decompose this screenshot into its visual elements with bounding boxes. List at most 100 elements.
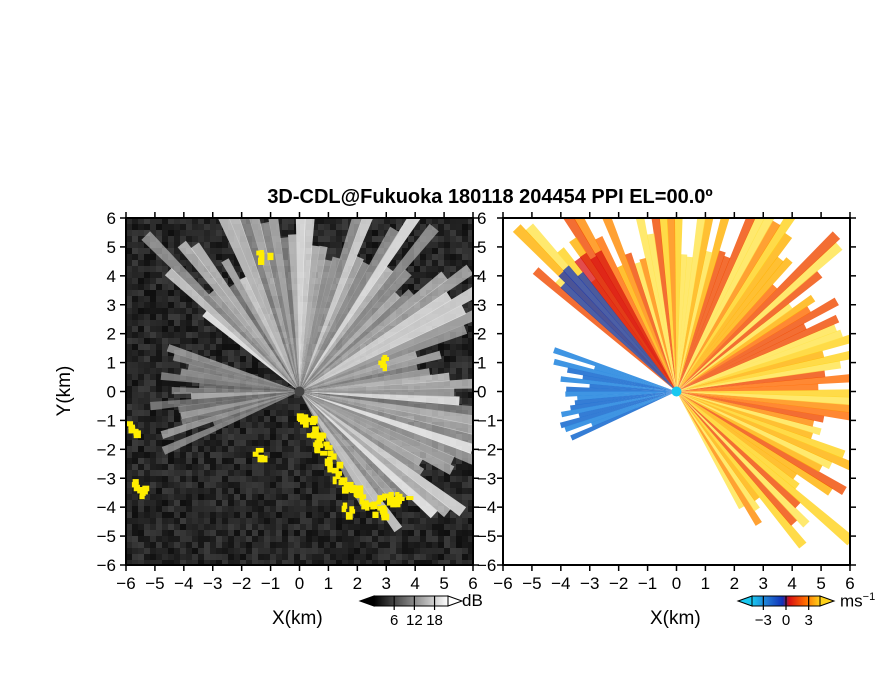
noise-cell [150, 368, 156, 374]
noise-cell [294, 434, 300, 440]
hard-target-pixel [378, 360, 386, 366]
noise-cell [312, 506, 318, 512]
noise-cell [138, 506, 144, 512]
noise-cell [384, 530, 390, 536]
noise-cell [174, 488, 180, 494]
noise-cell [150, 380, 156, 386]
noise-cell [174, 314, 180, 320]
noise-cell [156, 374, 162, 380]
signal-beam [177, 240, 300, 392]
noise-cell [126, 476, 132, 482]
noise-cell [162, 542, 168, 548]
noise-cell [168, 530, 174, 536]
hard-target-pixel [306, 433, 315, 438]
noise-cell [162, 266, 168, 272]
noise-cell [468, 230, 473, 236]
noise-cell [150, 218, 156, 224]
noise-cell [210, 512, 216, 518]
noise-cell [366, 248, 372, 254]
noise-cell [192, 344, 198, 350]
noise-cell [252, 488, 258, 494]
noise-cell [342, 518, 348, 524]
noise-cell [228, 548, 234, 554]
y-tick-label-right: 1 [477, 354, 486, 373]
noise-cell [150, 224, 156, 230]
noise-cell [180, 512, 186, 518]
signal-beam [299, 271, 448, 392]
noise-cell [192, 458, 198, 464]
noise-cell [276, 476, 282, 482]
signal-beam [560, 282, 677, 392]
noise-cell [282, 518, 288, 524]
signal-beam [676, 391, 822, 436]
noise-cell [132, 404, 138, 410]
noise-cell [228, 344, 234, 350]
noise-cell [294, 536, 300, 542]
noise-cell [132, 560, 138, 565]
signal-beam [299, 391, 375, 507]
noise-cell [414, 224, 420, 230]
noise-cell [300, 398, 306, 404]
noise-cell [252, 470, 258, 476]
noise-cell [324, 488, 330, 494]
noise-cell [186, 524, 192, 530]
noise-cell [414, 506, 420, 512]
noise-cell [450, 290, 456, 296]
noise-cell [456, 218, 462, 224]
noise-cell [270, 488, 276, 494]
signal-beam [299, 391, 473, 445]
noise-cell [438, 236, 444, 242]
noise-cell [402, 284, 408, 290]
noise-cell [144, 416, 150, 422]
noise-cell [144, 308, 150, 314]
noise-cell [282, 500, 288, 506]
noise-cell [468, 254, 473, 260]
noise-cell [240, 506, 246, 512]
noise-cell [264, 518, 270, 524]
signal-beam [676, 218, 765, 392]
noise-cell [300, 434, 306, 440]
noise-cell [192, 230, 198, 236]
noise-cell [144, 224, 150, 230]
signal-beam [676, 220, 781, 392]
noise-cell [144, 362, 150, 368]
noise-cell [192, 332, 198, 338]
noise-cell [462, 548, 468, 554]
noise-cell [330, 224, 336, 230]
noise-cell [408, 506, 414, 512]
noise-cell [270, 410, 276, 416]
noise-cell [126, 344, 132, 350]
noise-cell [126, 500, 132, 506]
noise-cell [156, 560, 162, 565]
noise-cell [468, 344, 473, 350]
noise-cell [330, 500, 336, 506]
noise-cell [270, 440, 276, 446]
noise-cell [180, 476, 186, 482]
noise-cell [420, 548, 426, 554]
hard-target-pixel [257, 454, 265, 463]
noise-cell [186, 512, 192, 518]
noise-cell [366, 518, 372, 524]
noise-cell [228, 350, 234, 356]
noise-cell [462, 230, 468, 236]
noise-cell [204, 320, 210, 326]
noise-cell [168, 218, 174, 224]
noise-cell [174, 368, 180, 374]
noise-cell [138, 524, 144, 530]
noise-cell [132, 446, 138, 452]
noise-cell [456, 458, 462, 464]
noise-cell [204, 218, 210, 224]
noise-cell [204, 482, 210, 488]
noise-cell [162, 506, 168, 512]
noise-cell [396, 548, 402, 554]
noise-cell [192, 488, 198, 494]
signal-beam [299, 391, 455, 466]
noise-cell [192, 542, 198, 548]
y-tick-label: −5 [97, 527, 116, 546]
noise-cell [294, 530, 300, 536]
noise-cell [192, 452, 198, 458]
noise-cell [330, 236, 336, 242]
noise-cell [282, 524, 288, 530]
noise-cell [198, 236, 204, 242]
noise-cell [192, 326, 198, 332]
